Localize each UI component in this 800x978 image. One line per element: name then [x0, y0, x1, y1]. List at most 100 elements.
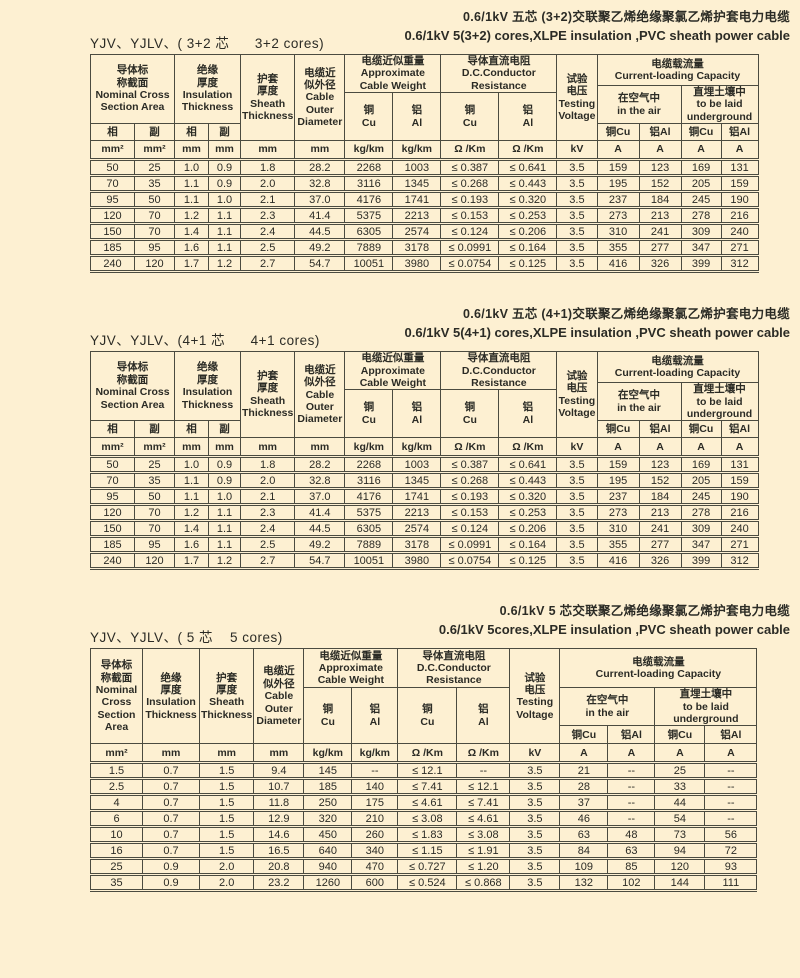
table-cell: 340	[351, 841, 399, 861]
table-cell: 195	[596, 471, 640, 491]
col-header-cable-outer-diameter: 电缆近 似外径 Cable Outer Diameter	[294, 53, 346, 142]
table-cell: 159	[596, 455, 640, 475]
table-cell: 175	[351, 793, 399, 813]
table-cell: --	[351, 761, 399, 781]
col-header-sheath-thickness: 护套 厚度 Sheath Thickness	[239, 53, 296, 142]
table-cell: 120	[90, 503, 135, 523]
table-cell: ≤ 0.153	[440, 206, 500, 226]
table-cell: 3.5	[509, 841, 561, 861]
table-cell: 10.7	[253, 777, 305, 797]
table-cell: 2574	[392, 519, 442, 539]
table-cell: 312	[720, 254, 759, 274]
table-cell: ≤ 0.0754	[440, 254, 500, 274]
unit-label: kV	[556, 437, 598, 458]
col-header-approximate-cable-weight: 电缆近似重量 Approximate Cable Weight	[344, 53, 442, 94]
table-cell: 1.6	[174, 535, 209, 555]
table-cell: 44	[654, 793, 706, 813]
table-cell: 277	[638, 238, 682, 258]
col-header-cable-outer-diameter: 电缆近 似外径 Cable Outer Diameter	[253, 648, 305, 745]
table-cell: 1.4	[174, 519, 209, 539]
table-cell: 111	[704, 873, 758, 893]
table-cell: 355	[596, 238, 640, 258]
section-titles: 0.6/1kV 5 芯交联聚乙烯绝缘聚氯乙烯护套电力电缆 0.6/1kV 5co…	[439, 600, 790, 637]
table-cell: 1.1	[208, 503, 241, 523]
unit-label: Ω /Km	[498, 437, 558, 458]
table-cell: 241	[638, 519, 682, 539]
table-cell: 28.2	[294, 455, 346, 475]
table-cell: 1.1	[208, 206, 241, 226]
col-header-sheath-thickness: 护套 厚度 Sheath Thickness	[239, 351, 296, 439]
table-cell: 310	[596, 222, 640, 242]
table-cell: --	[704, 793, 758, 813]
table-cell: 2.5	[239, 535, 296, 555]
table-row: 10 0.7 1.5 14.6 450 260 ≤ 1.83 ≤ 3.08 3.5 63 48 73 5…	[90, 825, 758, 845]
unit-label: Ω /Km	[456, 743, 511, 764]
table-cell: 54	[654, 809, 706, 829]
col-header-insulation-thickness: 绝缘 厚度 Insulation Thickness	[174, 53, 241, 125]
table-cell: 3.5	[556, 551, 598, 571]
col-header-underground: 直埋土壤中 to be laid underground	[680, 84, 759, 125]
table-cell: --	[607, 777, 656, 797]
table-cell: 95	[134, 238, 175, 258]
table-cell: 1741	[392, 190, 442, 210]
table-cell: 10	[90, 825, 143, 845]
table-cell: 2.1	[239, 190, 296, 210]
table-cell: 5375	[344, 206, 394, 226]
table-cell: 35	[90, 873, 143, 893]
col-header-weight-al: 铝 Al	[392, 389, 442, 439]
section-title-en: 0.6/1kV 5cores,XLPE insulation ,PVC shea…	[438, 622, 790, 638]
col-header-phase: 相	[174, 123, 209, 142]
unit-label: mm²	[90, 437, 135, 458]
table-cell: 278	[680, 206, 722, 226]
table-row: 185 95 1.6 1.1 2.5 49.2 7889 3178 ≤ 0.0991 ≤ 0.16…	[90, 238, 759, 258]
table-cell: 93	[704, 857, 758, 877]
unit-label: A	[680, 437, 722, 458]
unit-label: mm	[142, 743, 200, 764]
table-cell: 3116	[344, 174, 394, 194]
unit-label: kg/km	[344, 437, 394, 458]
table-cell: 120	[654, 857, 706, 877]
table-row: 95 50 1.1 1.0 2.1 37.0 4176 1741 ≤ 0.193 ≤ 0.320 3…	[90, 190, 759, 210]
table-cell: 195	[596, 174, 640, 194]
col-header-underground: 直埋土壤中 to be laid underground	[654, 687, 758, 727]
table-cell: 399	[680, 551, 722, 571]
table-cell: ≤ 0.0754	[440, 551, 500, 571]
col-header-resistance-cu: 铜 Cu	[440, 92, 500, 142]
table-cell: 237	[596, 487, 640, 507]
table-cell: 347	[680, 238, 722, 258]
table-cell: 21	[559, 761, 609, 781]
table-cell: 271	[720, 535, 759, 555]
table-cell: 2.0	[198, 857, 255, 877]
table-cell: 1.0	[208, 190, 241, 210]
table-cell: 3.5	[509, 777, 561, 797]
table-cell: 1.5	[90, 761, 143, 781]
table-row: 185 95 1.6 1.1 2.5 49.2 7889 3178 ≤ 0.0991 ≤ 0.16…	[90, 535, 759, 555]
col-header-air-al: 铝Al	[638, 123, 682, 142]
table-cell: 1.6	[174, 238, 209, 258]
table-cell: 213	[638, 503, 682, 523]
table-cell: 2.0	[239, 471, 296, 491]
col-header-resistance-al: 铝 Al	[498, 389, 558, 439]
table-cell: --	[704, 809, 758, 829]
cable-spec-table-3plus2: 导体标 称截面 Nominal Cross Section Area 绝缘 厚度…	[90, 53, 759, 274]
col-header-current-loading-capacity: 电缆载流量 Current-loading Capacity	[596, 54, 759, 86]
table-cell: 3.5	[556, 535, 598, 555]
table-cell: 32.8	[294, 471, 346, 491]
table-cell: 10051	[344, 551, 394, 571]
col-header-resistance-cu: 铜 Cu	[397, 687, 458, 745]
unit-label: A	[638, 437, 682, 458]
section-title-block: YJV、YJLV、(4+1 芯 4+1 cores) 0.6/1kV 五芯 (4…	[90, 303, 790, 349]
table-cell: 3980	[392, 551, 442, 571]
table-cell: 1.2	[174, 206, 209, 226]
col-header-aux: 副	[208, 123, 241, 142]
unit-label: mm	[239, 140, 296, 161]
table-cell: 94	[654, 841, 706, 861]
table-cell: 12.9	[253, 809, 305, 829]
table-cell: 35	[134, 471, 175, 491]
table-cell: ≤ 0.320	[498, 190, 558, 210]
table-cell: 3.5	[556, 519, 598, 539]
table-cell: 2.5	[90, 777, 143, 797]
table-cell: --	[607, 793, 656, 813]
col-header-aux: 副	[134, 123, 175, 142]
table-cell: 152	[638, 471, 682, 491]
